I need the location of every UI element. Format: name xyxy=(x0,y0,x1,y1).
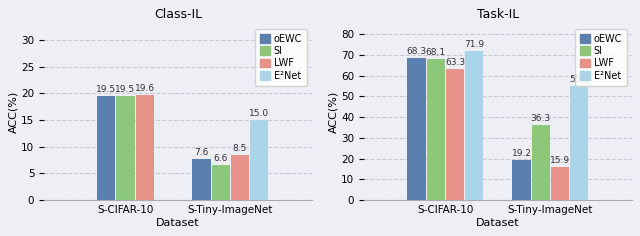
Bar xyxy=(408,59,426,200)
Legend: oEWC, SI, LWF, E²Net: oEWC, SI, LWF, E²Net xyxy=(575,29,627,86)
Bar xyxy=(551,167,569,200)
Bar xyxy=(212,165,230,200)
Bar xyxy=(446,69,464,200)
Bar xyxy=(465,51,483,200)
Y-axis label: ACC(%): ACC(%) xyxy=(328,91,339,133)
Text: 15.0: 15.0 xyxy=(249,109,269,118)
Bar xyxy=(532,125,550,200)
Bar xyxy=(570,86,588,200)
X-axis label: Dataset: Dataset xyxy=(156,218,200,228)
Text: 8.5: 8.5 xyxy=(233,143,247,152)
Bar xyxy=(512,160,531,200)
Text: 71.9: 71.9 xyxy=(464,40,484,49)
Bar xyxy=(136,95,154,200)
Text: 68.3: 68.3 xyxy=(406,47,427,56)
Legend: oEWC, SI, LWF, E²Net: oEWC, SI, LWF, E²Net xyxy=(255,29,307,86)
Y-axis label: ACC(%): ACC(%) xyxy=(8,91,19,133)
Bar xyxy=(116,96,134,200)
Text: 68.1: 68.1 xyxy=(426,48,446,57)
Text: 19.5: 19.5 xyxy=(115,85,136,94)
Bar xyxy=(231,155,249,200)
Bar xyxy=(97,96,115,200)
Text: 55.0: 55.0 xyxy=(569,75,589,84)
X-axis label: Dataset: Dataset xyxy=(476,218,520,228)
Text: 36.3: 36.3 xyxy=(531,114,551,123)
Title: Task-IL: Task-IL xyxy=(477,8,519,21)
Bar xyxy=(193,160,211,200)
Text: 63.3: 63.3 xyxy=(445,58,465,67)
Text: 6.6: 6.6 xyxy=(214,154,228,163)
Text: 19.5: 19.5 xyxy=(96,85,116,94)
Text: 15.9: 15.9 xyxy=(550,156,570,165)
Text: 19.2: 19.2 xyxy=(511,149,531,158)
Bar xyxy=(427,59,445,200)
Bar xyxy=(250,120,268,200)
Text: 19.6: 19.6 xyxy=(134,84,155,93)
Text: 7.6: 7.6 xyxy=(195,148,209,157)
Title: Class-IL: Class-IL xyxy=(154,8,202,21)
